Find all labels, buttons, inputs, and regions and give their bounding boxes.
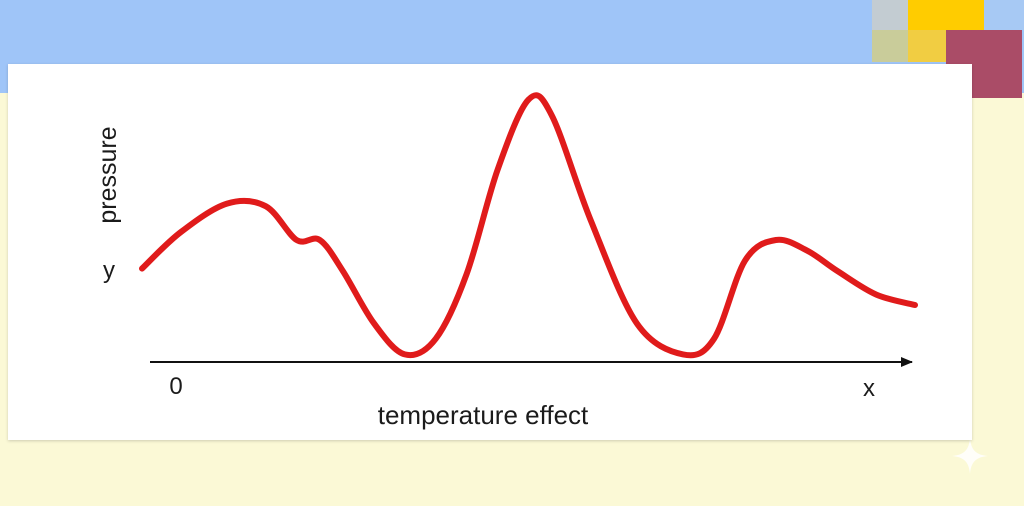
- decorative-square: [908, 0, 984, 30]
- origin-label: 0: [169, 373, 182, 400]
- decorative-square: [908, 30, 946, 62]
- x-axis-letter: x: [863, 375, 875, 402]
- chart: pressure y 0 x temperature effect: [94, 92, 918, 430]
- y-axis-title: pressure: [94, 126, 122, 223]
- series-line-0: [139, 92, 918, 359]
- x-axis-title: temperature effect: [378, 400, 589, 430]
- series-layer: [139, 92, 918, 359]
- sparkle-icon: [952, 438, 988, 474]
- decorative-square: [872, 0, 908, 30]
- decorative-square: [984, 0, 1024, 30]
- decorative-square: [872, 30, 908, 62]
- y-axis-letter: y: [103, 257, 115, 284]
- chart-card: pressure y 0 x temperature effect: [8, 64, 972, 440]
